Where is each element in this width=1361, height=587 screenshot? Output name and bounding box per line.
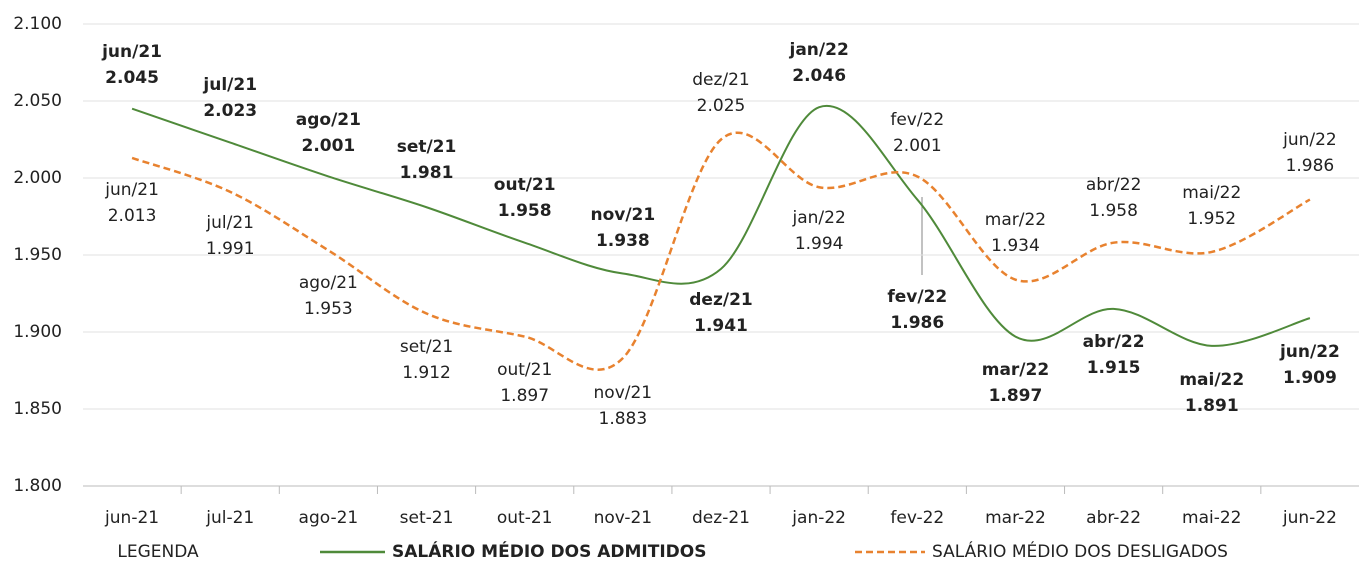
point-name: ago/21 (296, 110, 361, 130)
data-label: 1.952 (1187, 209, 1236, 229)
data-label: 1.934 (991, 236, 1040, 256)
y-tick-label: 2.000 (13, 168, 62, 188)
point-name: jun/22 (1282, 130, 1337, 150)
point-name: out/21 (497, 360, 552, 380)
x-tick-label: fev-22 (890, 508, 944, 528)
x-tick-label: jul-21 (205, 508, 254, 528)
point-name: mai/22 (1179, 370, 1244, 390)
data-label: 1.986 (890, 313, 944, 333)
data-label: 1.981 (400, 163, 454, 183)
series-line (131, 104, 1311, 347)
data-label: 2.045 (105, 68, 159, 88)
x-tick-label: dez-21 (692, 508, 750, 528)
data-label: 2.046 (792, 66, 846, 86)
point-name: jul/21 (202, 75, 257, 95)
point-name: jul/21 (205, 213, 254, 233)
x-tick-label: jun-22 (1282, 508, 1337, 528)
x-tick-label: ago-21 (299, 508, 359, 528)
point-name: fev/22 (887, 287, 947, 307)
point-name: jan/22 (792, 208, 846, 228)
x-tick-label: jan-22 (791, 508, 846, 528)
point-name: nov/21 (594, 383, 653, 403)
y-tick-label: 1.900 (13, 322, 62, 342)
data-label: 2.001 (893, 136, 942, 156)
legend-title: LEGENDA (117, 542, 199, 562)
data-label: 1.912 (402, 363, 451, 383)
data-label: 1.953 (304, 299, 353, 319)
y-tick-label: 1.800 (13, 476, 62, 496)
data-label: 1.994 (795, 234, 844, 254)
point-name: fev/22 (890, 110, 944, 130)
point-name: jun/22 (1279, 342, 1340, 362)
data-label: 2.025 (697, 96, 746, 116)
point-name: abr/22 (1083, 332, 1145, 352)
data-label: 1.891 (1185, 396, 1239, 416)
point-name: dez/21 (689, 290, 752, 310)
point-name: set/21 (400, 337, 453, 357)
point-name: jun/21 (104, 180, 159, 200)
x-tick-label: out-21 (497, 508, 553, 528)
point-name: abr/22 (1086, 175, 1142, 195)
data-label: 1.938 (596, 231, 650, 251)
point-name: mai/22 (1182, 183, 1241, 203)
y-tick-label: 2.100 (13, 14, 62, 34)
point-name: jun/21 (101, 42, 162, 62)
data-label: 1.986 (1286, 156, 1335, 176)
data-label: 1.897 (500, 386, 549, 406)
x-tick-label: nov-21 (594, 508, 653, 528)
point-name: jan/22 (789, 40, 849, 60)
y-tick-label: 1.950 (13, 245, 62, 265)
series-line (131, 131, 1311, 371)
point-name: set/21 (397, 137, 457, 157)
legend-label: SALÁRIO MÉDIO DOS ADMITIDOS (392, 540, 706, 562)
data-label: 1.915 (1087, 358, 1141, 378)
data-label: 1.941 (694, 316, 748, 336)
data-label: 1.958 (498, 201, 552, 221)
x-tick-label: set-21 (400, 508, 454, 528)
data-label: 1.958 (1089, 201, 1138, 221)
data-label: 1.991 (206, 239, 255, 259)
data-label: 1.897 (989, 386, 1043, 406)
point-name: mar/22 (985, 210, 1046, 230)
y-tick-label: 2.050 (13, 91, 62, 111)
data-label: 1.909 (1283, 368, 1337, 388)
legend-label: SALÁRIO MÉDIO DOS DESLIGADOS (932, 540, 1228, 562)
point-name: dez/21 (692, 70, 750, 90)
y-tick-label: 1.850 (13, 399, 62, 419)
point-name: out/21 (494, 175, 556, 195)
data-label: 2.023 (203, 101, 257, 121)
point-name: nov/21 (590, 205, 655, 225)
x-tick-label: jun-21 (104, 508, 159, 528)
data-label: 2.001 (301, 136, 355, 156)
x-tick-label: mai-22 (1182, 508, 1241, 528)
x-tick-label: mar-22 (985, 508, 1046, 528)
x-tick-label: abr-22 (1086, 508, 1141, 528)
point-name: ago/21 (299, 273, 358, 293)
data-label: 2.013 (108, 206, 157, 226)
point-name: mar/22 (982, 360, 1049, 380)
data-label: 1.883 (599, 409, 648, 429)
